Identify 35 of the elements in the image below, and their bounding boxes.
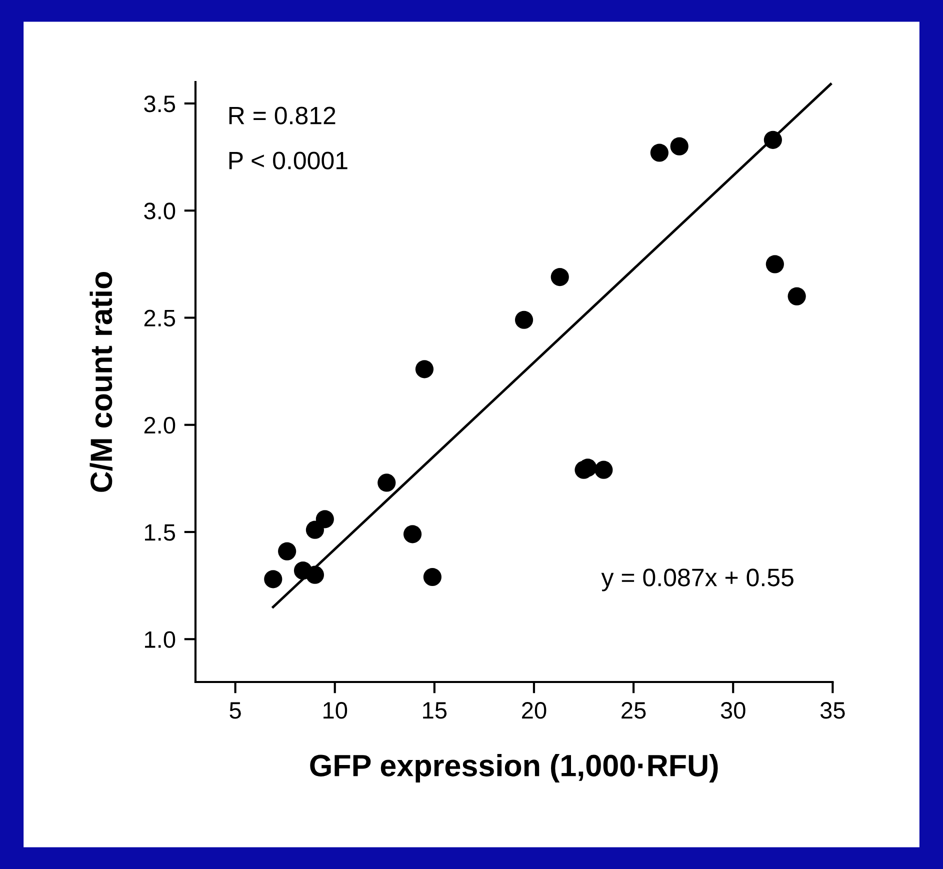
point <box>316 510 334 528</box>
point <box>306 566 324 584</box>
point <box>788 287 806 306</box>
point <box>423 568 442 586</box>
y-tick-label: 1.0 <box>145 631 176 648</box>
point <box>403 525 422 544</box>
x-tick-label: 20 <box>522 702 546 719</box>
annotation: P < 0.0001 <box>229 152 348 170</box>
y-axis-title: C/M count ratio <box>90 272 112 492</box>
x-tick-label: 15 <box>423 702 447 719</box>
point <box>650 144 668 162</box>
point <box>278 542 296 560</box>
point <box>264 570 282 588</box>
point <box>594 460 613 479</box>
y-tick-label: 3.0 <box>144 202 176 220</box>
point <box>415 360 434 378</box>
point <box>514 310 534 329</box>
x-tick-label: 10 <box>324 702 348 719</box>
point <box>306 520 324 539</box>
point <box>764 130 782 149</box>
x-tick-label: 25 <box>622 702 646 719</box>
y-tick-label: 2.5 <box>144 310 176 327</box>
y-tick-label: 1.5 <box>145 524 176 541</box>
point <box>766 255 784 274</box>
x-axis-title: GFP expression (1,000·RFU) <box>310 754 718 782</box>
point <box>378 474 396 492</box>
point <box>670 137 688 156</box>
y-tick-label: 2.0 <box>144 416 176 434</box>
annotation: y = 0.087x + 0.55 <box>601 568 794 592</box>
x-tick-label: 30 <box>720 702 746 719</box>
annotation: R = 0.812 <box>229 106 336 124</box>
y-tick-label: 3.5 <box>144 96 176 112</box>
x-tick-label: 5 <box>230 702 241 719</box>
point <box>550 268 569 286</box>
x-tick-label: 35 <box>820 702 845 719</box>
